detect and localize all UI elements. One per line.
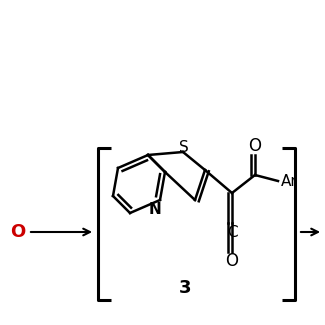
Text: O: O bbox=[226, 252, 239, 270]
Text: S: S bbox=[179, 140, 189, 155]
Text: Ar: Ar bbox=[281, 174, 298, 188]
Text: 3: 3 bbox=[179, 279, 191, 297]
Text: O: O bbox=[249, 137, 262, 155]
Text: C: C bbox=[227, 225, 237, 240]
Text: O: O bbox=[10, 223, 25, 241]
Text: N: N bbox=[149, 202, 162, 217]
